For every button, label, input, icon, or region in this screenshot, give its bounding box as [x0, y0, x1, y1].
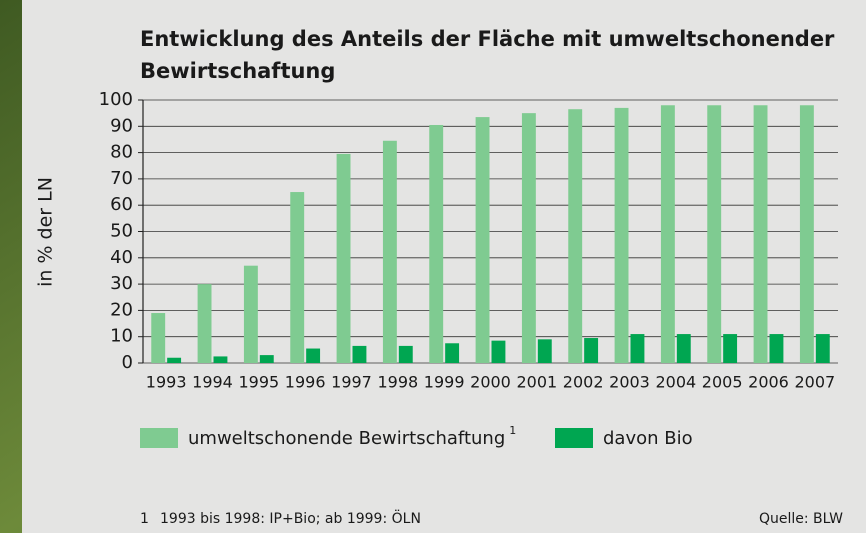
- x-tick-label: 2004: [655, 373, 696, 392]
- x-tick-label: 2000: [470, 373, 511, 392]
- bar: [723, 334, 737, 363]
- bar: [214, 356, 228, 363]
- bar: [538, 339, 552, 363]
- bar: [631, 334, 645, 363]
- x-tick-label: 2006: [748, 373, 789, 392]
- legend-label: davon Bio: [603, 428, 693, 449]
- x-tick-label: 1996: [285, 373, 326, 392]
- bar: [707, 105, 721, 363]
- bar: [800, 105, 814, 363]
- y-tick-label: 20: [110, 299, 133, 320]
- bar: [244, 266, 258, 363]
- x-tick-label: 1993: [146, 373, 187, 392]
- bar: [568, 109, 582, 363]
- x-tick-label: 1998: [377, 373, 418, 392]
- x-tick-label: 1994: [192, 373, 233, 392]
- bar: [383, 141, 397, 363]
- bar: [151, 313, 165, 363]
- bar: [476, 117, 490, 363]
- y-tick-label: 60: [110, 194, 133, 215]
- bar: [353, 346, 367, 363]
- x-tick-label: 2005: [702, 373, 743, 392]
- legend-swatch: [555, 428, 593, 448]
- bar: [677, 334, 691, 363]
- bar: [615, 108, 629, 363]
- bar: [522, 113, 536, 363]
- bar: [167, 358, 181, 363]
- legend-label: umweltschonende Bewirtschaftung: [188, 428, 505, 449]
- bar: [584, 338, 598, 363]
- bar: [306, 349, 320, 363]
- y-tick-label: 90: [110, 115, 133, 136]
- legend-swatch: [140, 428, 178, 448]
- chart-title: Bewirtschaftung: [140, 59, 335, 83]
- bar: [290, 192, 304, 363]
- bar: [445, 343, 459, 363]
- footnote: 1993 bis 1998: IP+Bio; ab 1999: ÖLN: [160, 509, 421, 527]
- footnote-number: 1: [140, 511, 149, 527]
- x-tick-label: 2001: [516, 373, 557, 392]
- y-tick-label: 50: [110, 221, 133, 242]
- bar: [492, 341, 506, 363]
- bar: [260, 355, 274, 363]
- chart-title: Entwicklung des Anteils der Fläche mit u…: [140, 27, 835, 51]
- chart: Entwicklung des Anteils der Fläche mit u…: [0, 0, 866, 533]
- y-tick-label: 70: [110, 168, 133, 189]
- y-tick-label: 30: [110, 273, 133, 294]
- bar: [429, 125, 443, 363]
- y-tick-label: 100: [99, 89, 133, 110]
- bar: [754, 105, 768, 363]
- bar: [337, 154, 351, 363]
- y-tick-label: 80: [110, 142, 133, 163]
- x-tick-label: 1995: [238, 373, 279, 392]
- bar: [770, 334, 784, 363]
- legend-footnote-ref: 1: [509, 424, 516, 437]
- bar: [399, 346, 413, 363]
- bar: [661, 105, 675, 363]
- x-tick-label: 2002: [563, 373, 604, 392]
- y-tick-label: 40: [110, 247, 133, 268]
- y-tick-label: 10: [110, 326, 133, 347]
- x-tick-label: 1999: [424, 373, 465, 392]
- source: Quelle: BLW: [759, 511, 843, 527]
- bar: [198, 284, 212, 363]
- bar: [816, 334, 830, 363]
- x-tick-label: 2003: [609, 373, 650, 392]
- page: Entwicklung des Anteils der Fläche mit u…: [0, 0, 866, 533]
- x-tick-label: 2007: [794, 373, 835, 392]
- y-tick-label: 0: [122, 352, 133, 373]
- y-axis-label: in % der LN: [35, 177, 57, 287]
- x-tick-label: 1997: [331, 373, 372, 392]
